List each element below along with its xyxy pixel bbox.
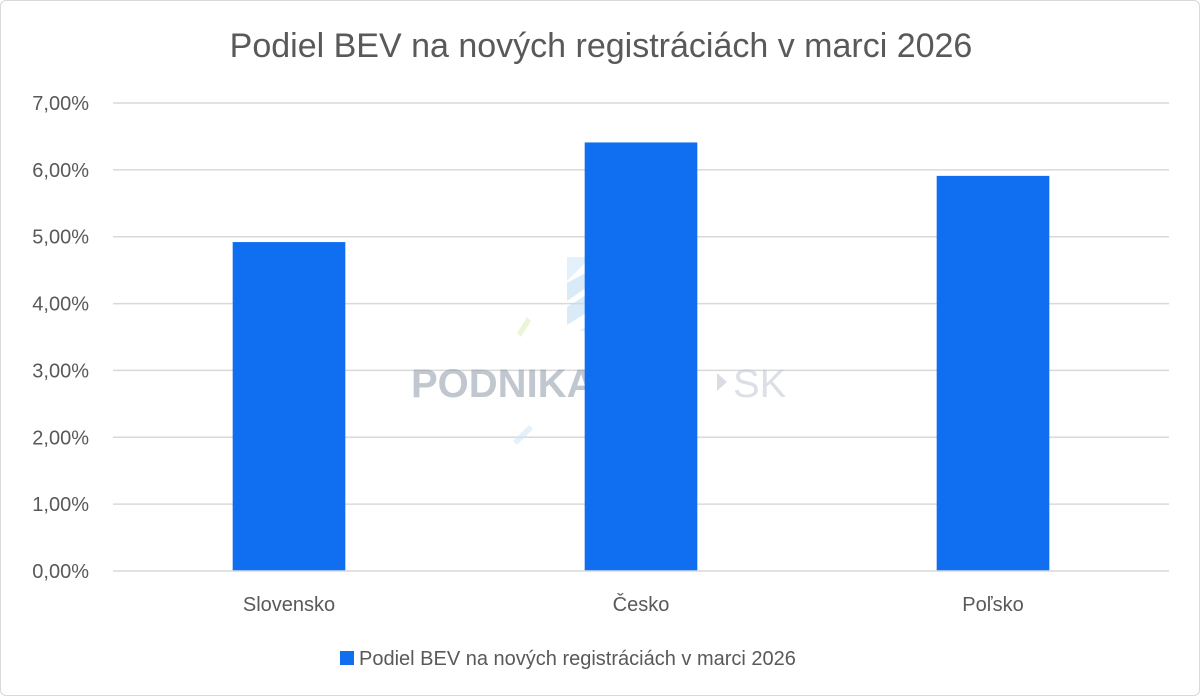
y-tick-label: 6,00% <box>32 160 89 182</box>
legend-swatch <box>340 651 354 665</box>
y-tick-label: 7,00% <box>32 93 89 115</box>
y-tick-label: 5,00% <box>32 227 89 249</box>
y-tick-label: 3,00% <box>32 360 89 382</box>
y-axis-ticks: 0,00% 1,00% 2,00% 3,00% 4,00% 5,00% 6,00% 7,00% <box>32 93 89 583</box>
x-tick-label: Česko <box>613 593 670 616</box>
bar-3 <box>936 175 1050 572</box>
x-axis-ticks: Slovensko Česko Poľsko <box>243 593 1024 616</box>
y-tick-label: 4,00% <box>32 294 89 316</box>
bar-2 <box>584 142 698 571</box>
watermark-arrow-icon <box>717 373 727 391</box>
bars <box>232 142 1050 572</box>
y-tick-label: 0,00% <box>32 561 89 583</box>
chart-title: Podiel BEV na nových registráciách v mar… <box>230 27 973 65</box>
x-tick-label: Slovensko <box>243 594 335 616</box>
bar-1 <box>232 242 346 571</box>
x-tick-label: Poľsko <box>962 594 1023 616</box>
legend-label: Podiel BEV na nových registráciách v mar… <box>359 648 796 670</box>
y-tick-label: 1,00% <box>32 494 89 516</box>
watermark-suffix-text: SK <box>733 362 787 406</box>
legend: Podiel BEV na nových registráciách v mar… <box>340 648 796 670</box>
y-tick-label: 2,00% <box>32 427 89 449</box>
